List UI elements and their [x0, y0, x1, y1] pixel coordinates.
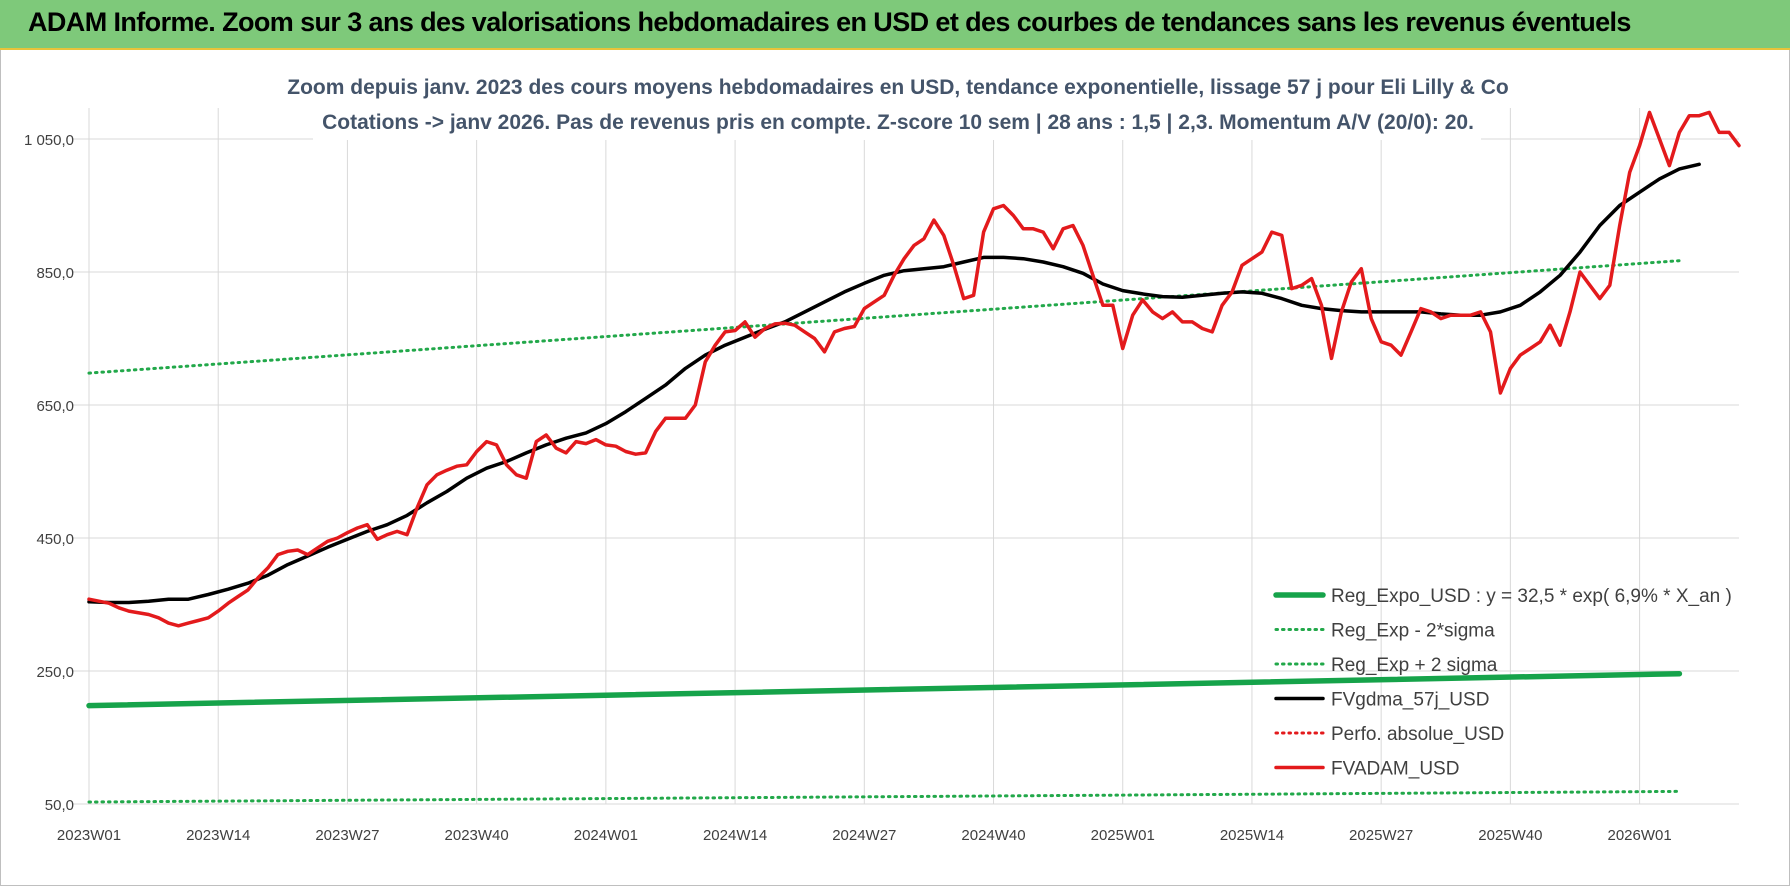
series-line — [87, 162, 1701, 605]
legend-label: Reg_Exp - 2*sigma — [1331, 621, 1495, 642]
series-line — [86, 670, 1683, 709]
x-tick-label: 2023W01 — [57, 827, 121, 844]
legend-label: Reg_Exp + 2 sigma — [1331, 655, 1498, 676]
y-axis: 50,0 250,0 450,0 650,0 850,0 1 050,0 — [24, 132, 74, 814]
x-tick-label: 2025W40 — [1478, 827, 1542, 844]
x-tick-label: 2025W14 — [1220, 827, 1284, 844]
legend-label: FVgdma_57j_USD — [1331, 690, 1489, 711]
x-tick-label: 2023W27 — [315, 827, 379, 844]
x-tick-label: 2024W01 — [574, 827, 638, 844]
x-axis: 2023W01 2023W14 2023W27 2023W40 2024W01 2024W… — [57, 827, 1672, 844]
x-tick-label: 2024W27 — [832, 827, 896, 844]
chart-subtitle: Cotations -> janv 2026. Pas de revenus p… — [322, 111, 1474, 134]
legend-label: Perfo. absolue_USD — [1331, 724, 1504, 745]
header-bar: ADAM Informe. Zoom sur 3 ans des valoris… — [0, 0, 1790, 50]
series-line — [87, 259, 1681, 375]
y-tick-label: 450,0 — [36, 531, 74, 548]
x-tick-label: 2024W40 — [961, 827, 1025, 844]
x-tick-label: 2023W40 — [445, 827, 509, 844]
title-background — [313, 68, 1481, 140]
y-tick-label: 850,0 — [36, 265, 74, 282]
y-tick-label: 650,0 — [36, 398, 74, 415]
series-line — [87, 789, 1681, 804]
x-tick-label: 2024W14 — [703, 827, 767, 844]
legend-label: FVADAM_USD — [1331, 759, 1459, 780]
legend-label: Reg_Expo_USD : y = 32,5 * exp( 6,9% * X_… — [1331, 586, 1732, 607]
legend: Reg_Expo_USD : y = 32,5 * exp( 6,9% * X_… — [1273, 586, 1732, 780]
y-tick-label: 250,0 — [36, 664, 74, 681]
x-tick-label: 2026W01 — [1607, 827, 1671, 844]
x-tick-label: 2025W27 — [1349, 827, 1413, 844]
x-tick-label: 2023W14 — [186, 827, 250, 844]
x-tick-label: 2025W01 — [1091, 827, 1155, 844]
y-tick-label: 1 050,0 — [24, 132, 74, 149]
series-line — [87, 110, 1741, 628]
series-layer — [86, 110, 1741, 804]
page-title: ADAM Informe. Zoom sur 3 ans des valoris… — [28, 7, 1631, 37]
y-tick-label: 50,0 — [45, 797, 74, 814]
chart-title: Zoom depuis janv. 2023 des cours moyens … — [287, 76, 1508, 99]
